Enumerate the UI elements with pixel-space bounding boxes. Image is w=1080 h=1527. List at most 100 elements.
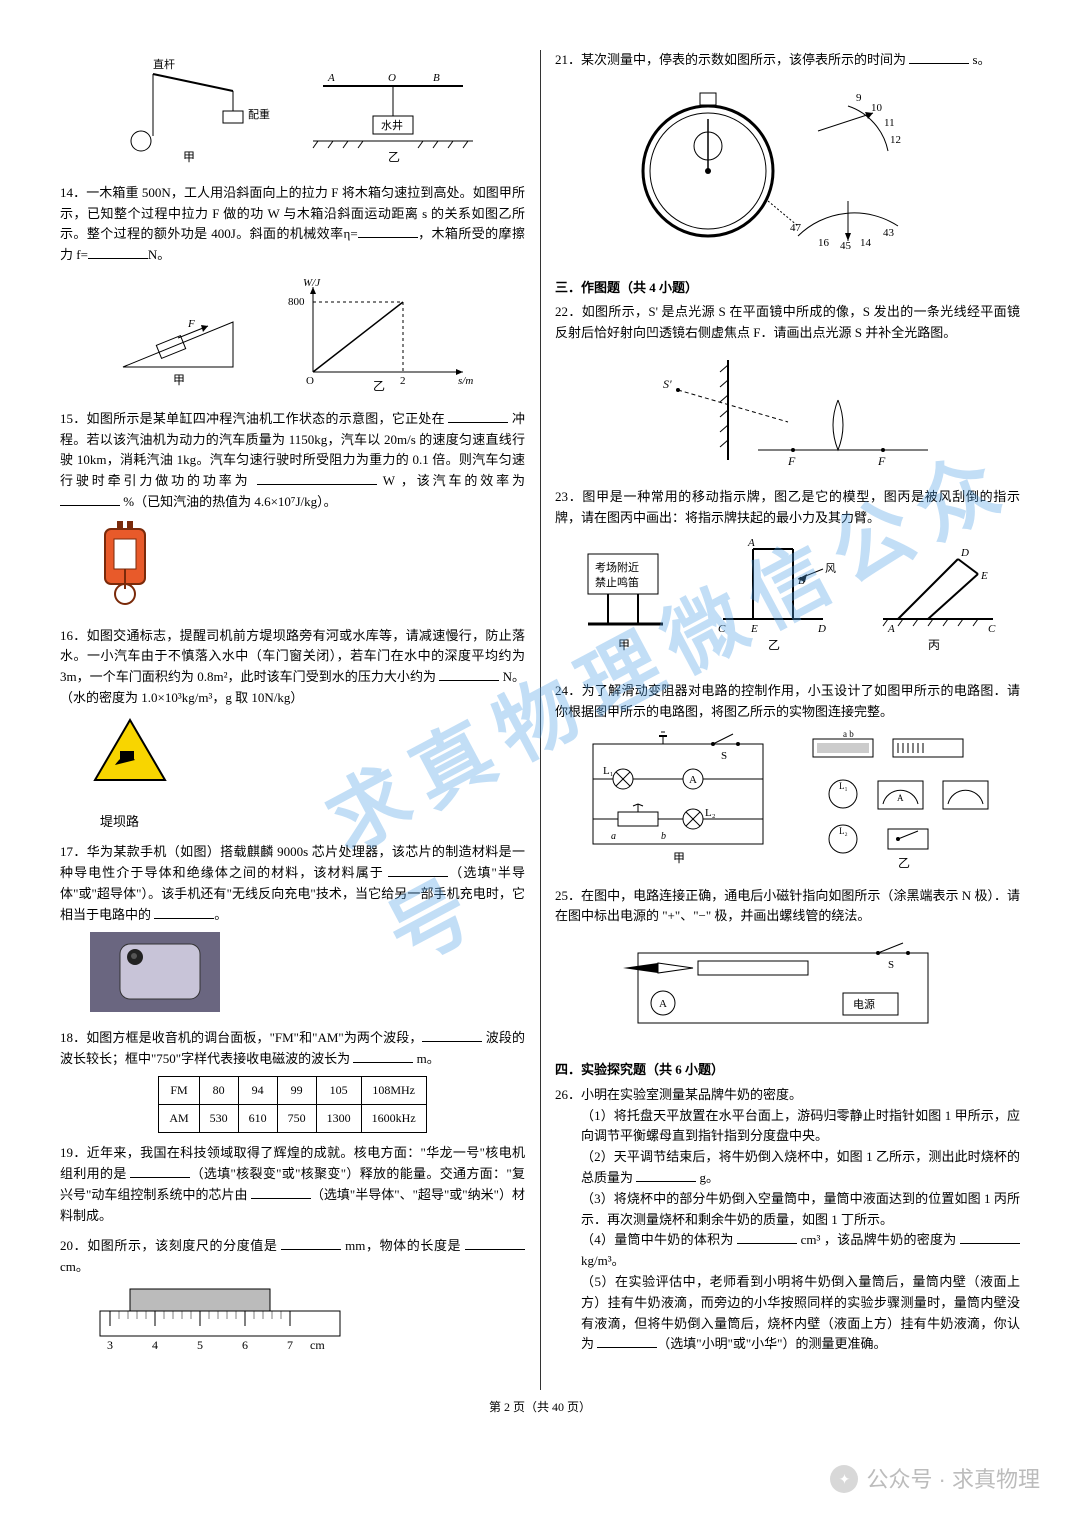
q22-svg: S' F F xyxy=(608,350,968,470)
svg-text:A: A xyxy=(897,793,904,803)
svg-text:F: F xyxy=(187,318,195,330)
q16: 16．如图交通标志，提醒司机前方堤坝路旁有河或水库等，请减速慢行，防止落水。一小… xyxy=(60,626,525,833)
engine-icon xyxy=(90,519,160,609)
svg-text:12: 12 xyxy=(890,134,901,146)
section-4: 四．实验探究题（共 6 小题） xyxy=(555,1060,1020,1081)
q15-num: 15． xyxy=(60,411,87,426)
svg-text:43: 43 xyxy=(883,227,895,239)
q25: 25．在图中，电路连接正确，通电后小磁针指向如图所示（涂黑端表示 N 极）．请在… xyxy=(555,886,1020,1050)
svg-text:11: 11 xyxy=(884,117,895,129)
svg-text:14: 14 xyxy=(860,237,872,249)
svg-text:F: F xyxy=(877,454,886,468)
svg-text:A: A xyxy=(887,623,895,635)
svg-text:L₁: L₁ xyxy=(839,781,848,791)
q25-num: 25． xyxy=(555,888,581,903)
q24-svg: S L₁ A L₂ a b 甲 xyxy=(573,729,1003,869)
svg-text:B: B xyxy=(433,72,440,84)
q17-b1 xyxy=(388,864,448,877)
svg-text:S: S xyxy=(888,959,894,971)
q19-b1 xyxy=(130,1165,190,1178)
svg-text:4: 4 xyxy=(152,1338,158,1352)
svg-text:a b: a b xyxy=(843,729,854,739)
q23-num: 23． xyxy=(555,489,582,504)
q26-p1: （1）将托盘天平放置在水平台面上，游码归零静止时指针如图 1 甲所示，应向调节平… xyxy=(555,1106,1020,1148)
q14-blank2 xyxy=(88,246,148,259)
q14-graph: F 甲 W/J s/m 800 2 O 乙 xyxy=(103,272,483,392)
q26-b1 xyxy=(636,1169,696,1182)
svg-text:b: b xyxy=(661,831,666,842)
svg-text:3: 3 xyxy=(107,1338,113,1352)
q15-b1 xyxy=(448,410,508,423)
q14-t3: N。 xyxy=(148,247,170,262)
q13-figure: 直杆 配重 甲 A O B 水井 乙 xyxy=(60,56,525,173)
svg-text:L₂: L₂ xyxy=(839,826,848,836)
q16-b1 xyxy=(439,668,499,681)
svg-text:甲: 甲 xyxy=(183,150,195,164)
svg-text:2: 2 xyxy=(400,375,406,387)
svg-text:a: a xyxy=(611,831,616,842)
svg-text:47: 47 xyxy=(790,222,802,234)
svg-text:乙: 乙 xyxy=(373,379,385,392)
svg-text:L₂: L₂ xyxy=(705,807,716,819)
q19-b2 xyxy=(251,1186,311,1199)
q14-blank1 xyxy=(358,225,418,238)
svg-text:C: C xyxy=(718,623,726,635)
q18-b1 xyxy=(422,1029,482,1042)
svg-text:乙: 乙 xyxy=(768,638,780,652)
q23: 23．图甲是一种常用的移动指示牌，图乙是它的模型，图丙是被风刮倒的指示牌，请在图… xyxy=(555,487,1020,671)
svg-text:A: A xyxy=(659,998,667,1010)
q18-num: 18． xyxy=(60,1030,86,1045)
svg-text:s/m: s/m xyxy=(458,375,473,387)
svg-text:F: F xyxy=(787,454,796,468)
q15: 15．如图所示是某单缸四冲程汽油机工作状态的示意图，它正处在 冲程。若以该汽油机… xyxy=(60,409,525,616)
wechat-icon: ✦ xyxy=(830,1465,858,1493)
q17-b2 xyxy=(154,906,214,919)
svg-text:E: E xyxy=(750,623,758,635)
stopwatch-fig: 9 10 11 12 47 16 45 14 43 xyxy=(555,81,1020,268)
svg-text:E: E xyxy=(980,570,988,582)
q25-svg: A 电源 S xyxy=(608,933,968,1043)
svg-text:C: C xyxy=(988,623,996,635)
svg-text:45: 45 xyxy=(840,240,852,252)
q15-b2 xyxy=(257,472,377,485)
q15-b3 xyxy=(60,493,120,506)
crane-well-svg: 直杆 配重 甲 A O B 水井 乙 xyxy=(93,56,493,166)
q21: 21．某次测量中，停表的示数如图所示，该停表所示的时间为 s。 xyxy=(555,50,1020,71)
q17: 17．华为某款手机（如图）搭载麒麟 9000s 芯片处理器，该芯片的制造材料是一… xyxy=(60,842,525,1018)
q23-svg: 考场附近 禁止鸣笛 甲 A B C E D 风 乙 xyxy=(573,534,1003,664)
svg-text:5: 5 xyxy=(197,1338,203,1352)
q18: 18．如图方框是收音机的调台面板，"FM"和"AM"为两个波段， 波段的波长较长… xyxy=(60,1028,525,1133)
q20-b1 xyxy=(281,1237,341,1250)
q21-num: 21． xyxy=(555,52,581,67)
q26-b3 xyxy=(960,1231,1020,1244)
section-3: 三．作图题（共 4 小题） xyxy=(555,278,1020,299)
ruler-icon: 3 4 5 6 7 cm xyxy=(90,1284,350,1354)
q14-num: 14． xyxy=(60,185,86,200)
page-footer: 第 2 页（共 40 页） xyxy=(0,1398,1080,1417)
svg-text:甲: 甲 xyxy=(673,851,685,865)
q20: 20．如图所示，该刻度尺的分度值是 mm，物体的长度是 cm。 3 4 5 6 … xyxy=(60,1236,525,1360)
q14: 14．一木箱重 500N，工人用沿斜面向上的拉力 F 将木箱匀速拉到高处。如图甲… xyxy=(60,183,525,399)
svg-text:乙: 乙 xyxy=(898,856,910,869)
svg-text:配重: 配重 xyxy=(248,107,270,121)
svg-text:甲: 甲 xyxy=(618,638,630,652)
watermark-footer: ✦ 公众号 · 求真物理 xyxy=(830,1462,1040,1497)
q20-num: 20． xyxy=(60,1238,87,1253)
q22-num: 22． xyxy=(555,304,582,319)
q16-num: 16． xyxy=(60,628,87,643)
phone-icon xyxy=(90,932,220,1012)
svg-text:电源: 电源 xyxy=(853,997,875,1011)
sign-label: 堤坝路 xyxy=(100,812,525,833)
svg-text:A: A xyxy=(327,72,335,84)
q26: 26．小明在实验室测量某品牌牛奶的密度。 （1）将托盘天平放置在水平台面上，游码… xyxy=(555,1085,1020,1355)
q21-b1 xyxy=(909,51,969,64)
q24: 24．为了解滑动变阻器对电路的控制作用，小玉设计了如图甲所示的电路图．请你根据图… xyxy=(555,681,1020,875)
svg-text:cm: cm xyxy=(310,1338,325,1352)
svg-text:9: 9 xyxy=(856,92,862,104)
svg-text:6: 6 xyxy=(242,1338,248,1352)
svg-text:D: D xyxy=(960,547,969,559)
svg-text:A: A xyxy=(689,774,697,786)
svg-text:D: D xyxy=(817,623,826,635)
svg-text:直杆: 直杆 xyxy=(153,57,175,71)
radio-table: FM809499105108MHz AM53061075013001600kHz xyxy=(158,1076,426,1133)
